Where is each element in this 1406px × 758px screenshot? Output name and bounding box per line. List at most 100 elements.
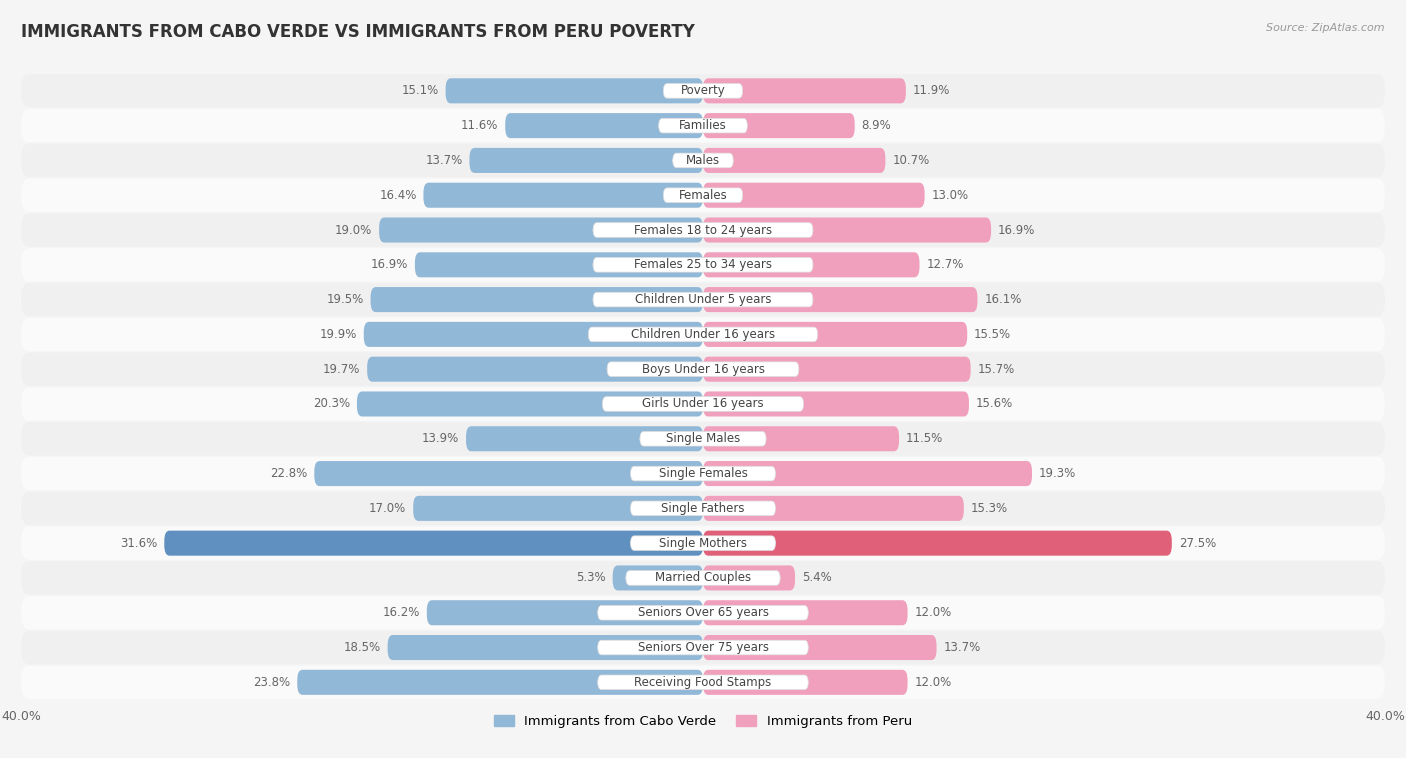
FancyBboxPatch shape: [21, 248, 1385, 281]
FancyBboxPatch shape: [664, 188, 742, 202]
Text: 11.5%: 11.5%: [905, 432, 943, 445]
Text: 15.1%: 15.1%: [402, 84, 439, 97]
Text: Females 25 to 34 years: Females 25 to 34 years: [634, 258, 772, 271]
FancyBboxPatch shape: [446, 78, 703, 103]
Text: Girls Under 16 years: Girls Under 16 years: [643, 397, 763, 411]
FancyBboxPatch shape: [672, 153, 734, 168]
Text: Children Under 16 years: Children Under 16 years: [631, 328, 775, 341]
Text: Single Fathers: Single Fathers: [661, 502, 745, 515]
FancyBboxPatch shape: [367, 357, 703, 382]
Text: 27.5%: 27.5%: [1178, 537, 1216, 550]
Text: 11.9%: 11.9%: [912, 84, 950, 97]
FancyBboxPatch shape: [598, 606, 808, 620]
Text: 18.5%: 18.5%: [343, 641, 381, 654]
FancyBboxPatch shape: [703, 496, 965, 521]
Text: 15.7%: 15.7%: [977, 362, 1015, 376]
Text: Females 18 to 24 years: Females 18 to 24 years: [634, 224, 772, 236]
FancyBboxPatch shape: [21, 74, 1385, 108]
FancyBboxPatch shape: [21, 387, 1385, 421]
FancyBboxPatch shape: [613, 565, 703, 590]
FancyBboxPatch shape: [413, 496, 703, 521]
FancyBboxPatch shape: [21, 561, 1385, 594]
FancyBboxPatch shape: [371, 287, 703, 312]
FancyBboxPatch shape: [602, 396, 804, 412]
Text: 20.3%: 20.3%: [314, 397, 350, 411]
FancyBboxPatch shape: [21, 283, 1385, 316]
FancyBboxPatch shape: [703, 426, 898, 451]
Text: 10.7%: 10.7%: [893, 154, 929, 167]
FancyBboxPatch shape: [21, 666, 1385, 699]
FancyBboxPatch shape: [630, 536, 776, 550]
Legend: Immigrants from Cabo Verde, Immigrants from Peru: Immigrants from Cabo Verde, Immigrants f…: [489, 709, 917, 733]
Text: 15.6%: 15.6%: [976, 397, 1012, 411]
Text: Single Males: Single Males: [666, 432, 740, 445]
FancyBboxPatch shape: [703, 531, 1171, 556]
FancyBboxPatch shape: [315, 461, 703, 486]
Text: Single Mothers: Single Mothers: [659, 537, 747, 550]
FancyBboxPatch shape: [21, 422, 1385, 456]
FancyBboxPatch shape: [703, 391, 969, 416]
FancyBboxPatch shape: [703, 357, 970, 382]
FancyBboxPatch shape: [21, 318, 1385, 351]
Text: Seniors Over 65 years: Seniors Over 65 years: [637, 606, 769, 619]
Text: 23.8%: 23.8%: [253, 676, 291, 689]
Text: 19.0%: 19.0%: [335, 224, 373, 236]
FancyBboxPatch shape: [21, 144, 1385, 177]
Text: 13.0%: 13.0%: [931, 189, 969, 202]
FancyBboxPatch shape: [703, 565, 794, 590]
FancyBboxPatch shape: [703, 183, 925, 208]
FancyBboxPatch shape: [423, 183, 703, 208]
FancyBboxPatch shape: [664, 83, 742, 98]
FancyBboxPatch shape: [630, 501, 776, 515]
Text: 16.4%: 16.4%: [380, 189, 416, 202]
Text: 15.5%: 15.5%: [974, 328, 1011, 341]
FancyBboxPatch shape: [703, 218, 991, 243]
FancyBboxPatch shape: [505, 113, 703, 138]
Text: Boys Under 16 years: Boys Under 16 years: [641, 362, 765, 376]
Text: 13.7%: 13.7%: [426, 154, 463, 167]
Text: 16.9%: 16.9%: [998, 224, 1035, 236]
FancyBboxPatch shape: [415, 252, 703, 277]
FancyBboxPatch shape: [21, 596, 1385, 629]
FancyBboxPatch shape: [21, 631, 1385, 664]
Text: 12.7%: 12.7%: [927, 258, 963, 271]
Text: 17.0%: 17.0%: [370, 502, 406, 515]
FancyBboxPatch shape: [21, 492, 1385, 525]
Text: 16.2%: 16.2%: [382, 606, 420, 619]
FancyBboxPatch shape: [598, 641, 808, 655]
Text: Poverty: Poverty: [681, 84, 725, 97]
FancyBboxPatch shape: [21, 527, 1385, 560]
FancyBboxPatch shape: [465, 426, 703, 451]
Text: Married Couples: Married Couples: [655, 572, 751, 584]
FancyBboxPatch shape: [21, 352, 1385, 386]
FancyBboxPatch shape: [626, 571, 780, 585]
FancyBboxPatch shape: [593, 223, 813, 237]
FancyBboxPatch shape: [297, 670, 703, 695]
Text: Source: ZipAtlas.com: Source: ZipAtlas.com: [1267, 23, 1385, 33]
Text: 5.4%: 5.4%: [801, 572, 831, 584]
Text: 19.9%: 19.9%: [319, 328, 357, 341]
Text: 12.0%: 12.0%: [914, 676, 952, 689]
FancyBboxPatch shape: [593, 258, 813, 272]
FancyBboxPatch shape: [630, 466, 776, 481]
FancyBboxPatch shape: [470, 148, 703, 173]
FancyBboxPatch shape: [640, 431, 766, 446]
FancyBboxPatch shape: [658, 118, 748, 133]
Text: 19.5%: 19.5%: [326, 293, 364, 306]
FancyBboxPatch shape: [593, 293, 813, 307]
FancyBboxPatch shape: [703, 461, 1032, 486]
Text: 11.6%: 11.6%: [461, 119, 499, 132]
Text: 15.3%: 15.3%: [970, 502, 1008, 515]
FancyBboxPatch shape: [357, 391, 703, 416]
Text: 13.9%: 13.9%: [422, 432, 460, 445]
Text: 12.0%: 12.0%: [914, 606, 952, 619]
FancyBboxPatch shape: [703, 148, 886, 173]
FancyBboxPatch shape: [607, 362, 799, 377]
FancyBboxPatch shape: [588, 327, 818, 342]
FancyBboxPatch shape: [364, 322, 703, 347]
Text: 19.7%: 19.7%: [323, 362, 360, 376]
Text: Seniors Over 75 years: Seniors Over 75 years: [637, 641, 769, 654]
Text: 8.9%: 8.9%: [862, 119, 891, 132]
Text: Children Under 5 years: Children Under 5 years: [634, 293, 772, 306]
Text: Females: Females: [679, 189, 727, 202]
